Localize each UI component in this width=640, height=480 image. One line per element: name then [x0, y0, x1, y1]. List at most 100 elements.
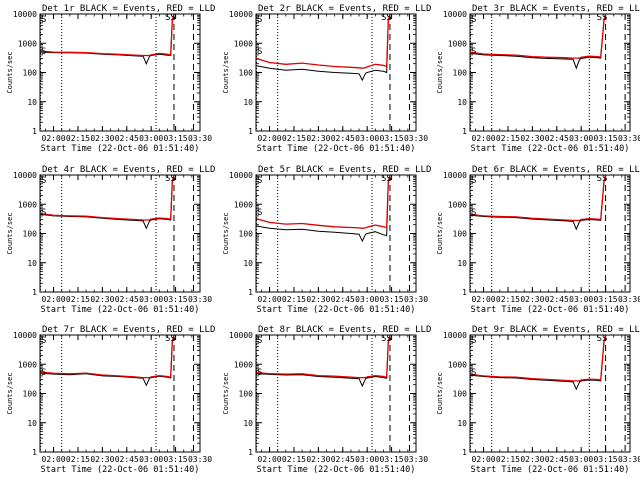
state-mark: S — [41, 368, 46, 378]
series-line-events — [40, 13, 175, 65]
series-line-lld — [470, 13, 607, 59]
x-tick-label: 03:15 — [594, 455, 618, 464]
plot-frame — [469, 174, 631, 293]
y-tick-label: 10000 — [443, 10, 467, 19]
y-tick-label: 1 — [462, 448, 467, 457]
state-mark: S — [257, 15, 262, 25]
x-tick-label: 02:00 — [42, 134, 66, 143]
y-tick-label: 1 — [248, 127, 253, 136]
y-tick-label: 10 — [457, 419, 467, 428]
x-tick-label: 03:30 — [188, 455, 212, 464]
state-mark: SS — [165, 334, 176, 344]
x-tick-label: 02:15 — [66, 295, 90, 304]
series-line-events — [256, 334, 391, 388]
x-tick-label: 03:30 — [404, 455, 428, 464]
x-tick-label: 02:15 — [496, 455, 520, 464]
state-mark: S — [471, 176, 476, 186]
chart-title: Det 3r BLACK = Events, RED = LLD — [472, 4, 640, 14]
x-tick-label: 02:45 — [115, 134, 139, 143]
state-mark: SS — [381, 174, 392, 184]
y-tick-label: 1000 — [234, 200, 253, 209]
y-tick-label: 100 — [23, 230, 38, 239]
series-line-events — [470, 334, 607, 391]
plot-frame — [255, 174, 417, 293]
x-tick-label: 02:30 — [306, 295, 330, 304]
series-line-lld — [470, 174, 607, 222]
chart-title: Det 7r BLACK = Events, RED = LLD — [42, 325, 215, 335]
state-mark: S — [257, 47, 262, 57]
state-mark: S — [471, 15, 476, 25]
x-tick-label: 03:00 — [139, 455, 163, 464]
y-tick-label: 100 — [453, 69, 468, 78]
x-tick-label: 02:00 — [42, 295, 66, 304]
plot-frame — [255, 334, 417, 453]
series-line-events — [256, 174, 391, 243]
x-tick-label: 02:15 — [66, 455, 90, 464]
y-axis-label: Counts/sec — [6, 51, 14, 93]
y-tick-label: 10000 — [13, 10, 37, 19]
x-tick-label: 02:30 — [90, 134, 114, 143]
y-tick-label: 1 — [248, 288, 253, 297]
y-tick-label: 100 — [239, 390, 254, 399]
state-mark: SS — [381, 13, 392, 23]
x-tick-label: 03:15 — [380, 134, 404, 143]
y-tick-label: 100 — [239, 230, 254, 239]
x-tick-label: 02:30 — [520, 295, 544, 304]
y-tick-label: 1 — [32, 288, 37, 297]
state-mark: S — [257, 336, 262, 346]
y-tick-label: 100 — [239, 69, 254, 78]
state-mark: SS — [165, 13, 176, 23]
y-tick-label: 1000 — [234, 360, 253, 369]
x-axis-label: Start Time (22-Oct-06 01:51:40) — [471, 465, 630, 475]
y-tick-label: 10 — [243, 259, 253, 268]
x-tick-label: 03:30 — [618, 295, 640, 304]
y-tick-label: 1 — [32, 448, 37, 457]
x-axis-label: Start Time (22-Oct-06 01:51:40) — [257, 144, 416, 154]
chart-panel-5: Det 5r BLACK = Events, RED = LLD 1 10 100 10… — [222, 165, 431, 315]
y-tick-label: 10 — [27, 98, 37, 107]
x-tick-label: 03:15 — [164, 455, 188, 464]
x-tick-label: 03:00 — [355, 455, 379, 464]
series-line-events — [256, 13, 391, 82]
x-tick-label: 02:45 — [545, 134, 569, 143]
x-tick-label: 03:00 — [355, 134, 379, 143]
chart-title: Det 9r BLACK = Events, RED = LLD — [472, 325, 640, 335]
x-tick-label: 03:15 — [164, 295, 188, 304]
chart-panel-3: Det 3r BLACK = Events, RED = LLD 1 10 100 10… — [436, 4, 640, 154]
y-tick-label: 10 — [457, 98, 467, 107]
state-mark: S — [257, 176, 262, 186]
y-axis-label: Counts/sec — [6, 212, 14, 254]
x-axis-label: Start Time (22-Oct-06 01:51:40) — [471, 305, 630, 315]
chart-title: Det 8r BLACK = Events, RED = LLD — [258, 325, 431, 335]
state-mark: SS — [597, 174, 608, 184]
series-line-lld — [40, 334, 175, 379]
y-tick-label: 1000 — [18, 360, 37, 369]
y-tick-label: 10 — [27, 419, 37, 428]
chart-title: Det 2r BLACK = Events, RED = LLD — [258, 4, 431, 14]
y-axis-label: Counts/sec — [436, 372, 444, 414]
y-axis-label: Counts/sec — [436, 212, 444, 254]
series-line-lld — [256, 174, 391, 229]
chart-panel-9: Det 9r BLACK = Events, RED = LLD 1 10 100 10… — [436, 325, 640, 475]
state-mark: S — [257, 368, 262, 378]
x-tick-label: 02:30 — [306, 455, 330, 464]
series-line-lld — [256, 334, 391, 379]
series-line-lld — [256, 13, 391, 69]
y-tick-label: 1000 — [448, 200, 467, 209]
x-tick-label: 02:30 — [520, 455, 544, 464]
state-mark: S — [471, 336, 476, 346]
x-tick-label: 03:30 — [404, 134, 428, 143]
chart-title: Det 4r BLACK = Events, RED = LLD — [42, 165, 215, 175]
x-tick-label: 02:00 — [258, 134, 282, 143]
y-tick-label: 10 — [243, 419, 253, 428]
y-tick-label: 1 — [462, 288, 467, 297]
x-tick-label: 02:45 — [545, 295, 569, 304]
x-tick-label: 03:00 — [139, 134, 163, 143]
y-tick-label: 100 — [23, 69, 38, 78]
x-tick-label: 03:30 — [188, 295, 212, 304]
chart-title: Det 1r BLACK = Events, RED = LLD — [42, 4, 215, 14]
y-tick-label: 100 — [453, 390, 468, 399]
plot-frame — [39, 174, 201, 293]
x-tick-label: 02:45 — [331, 455, 355, 464]
